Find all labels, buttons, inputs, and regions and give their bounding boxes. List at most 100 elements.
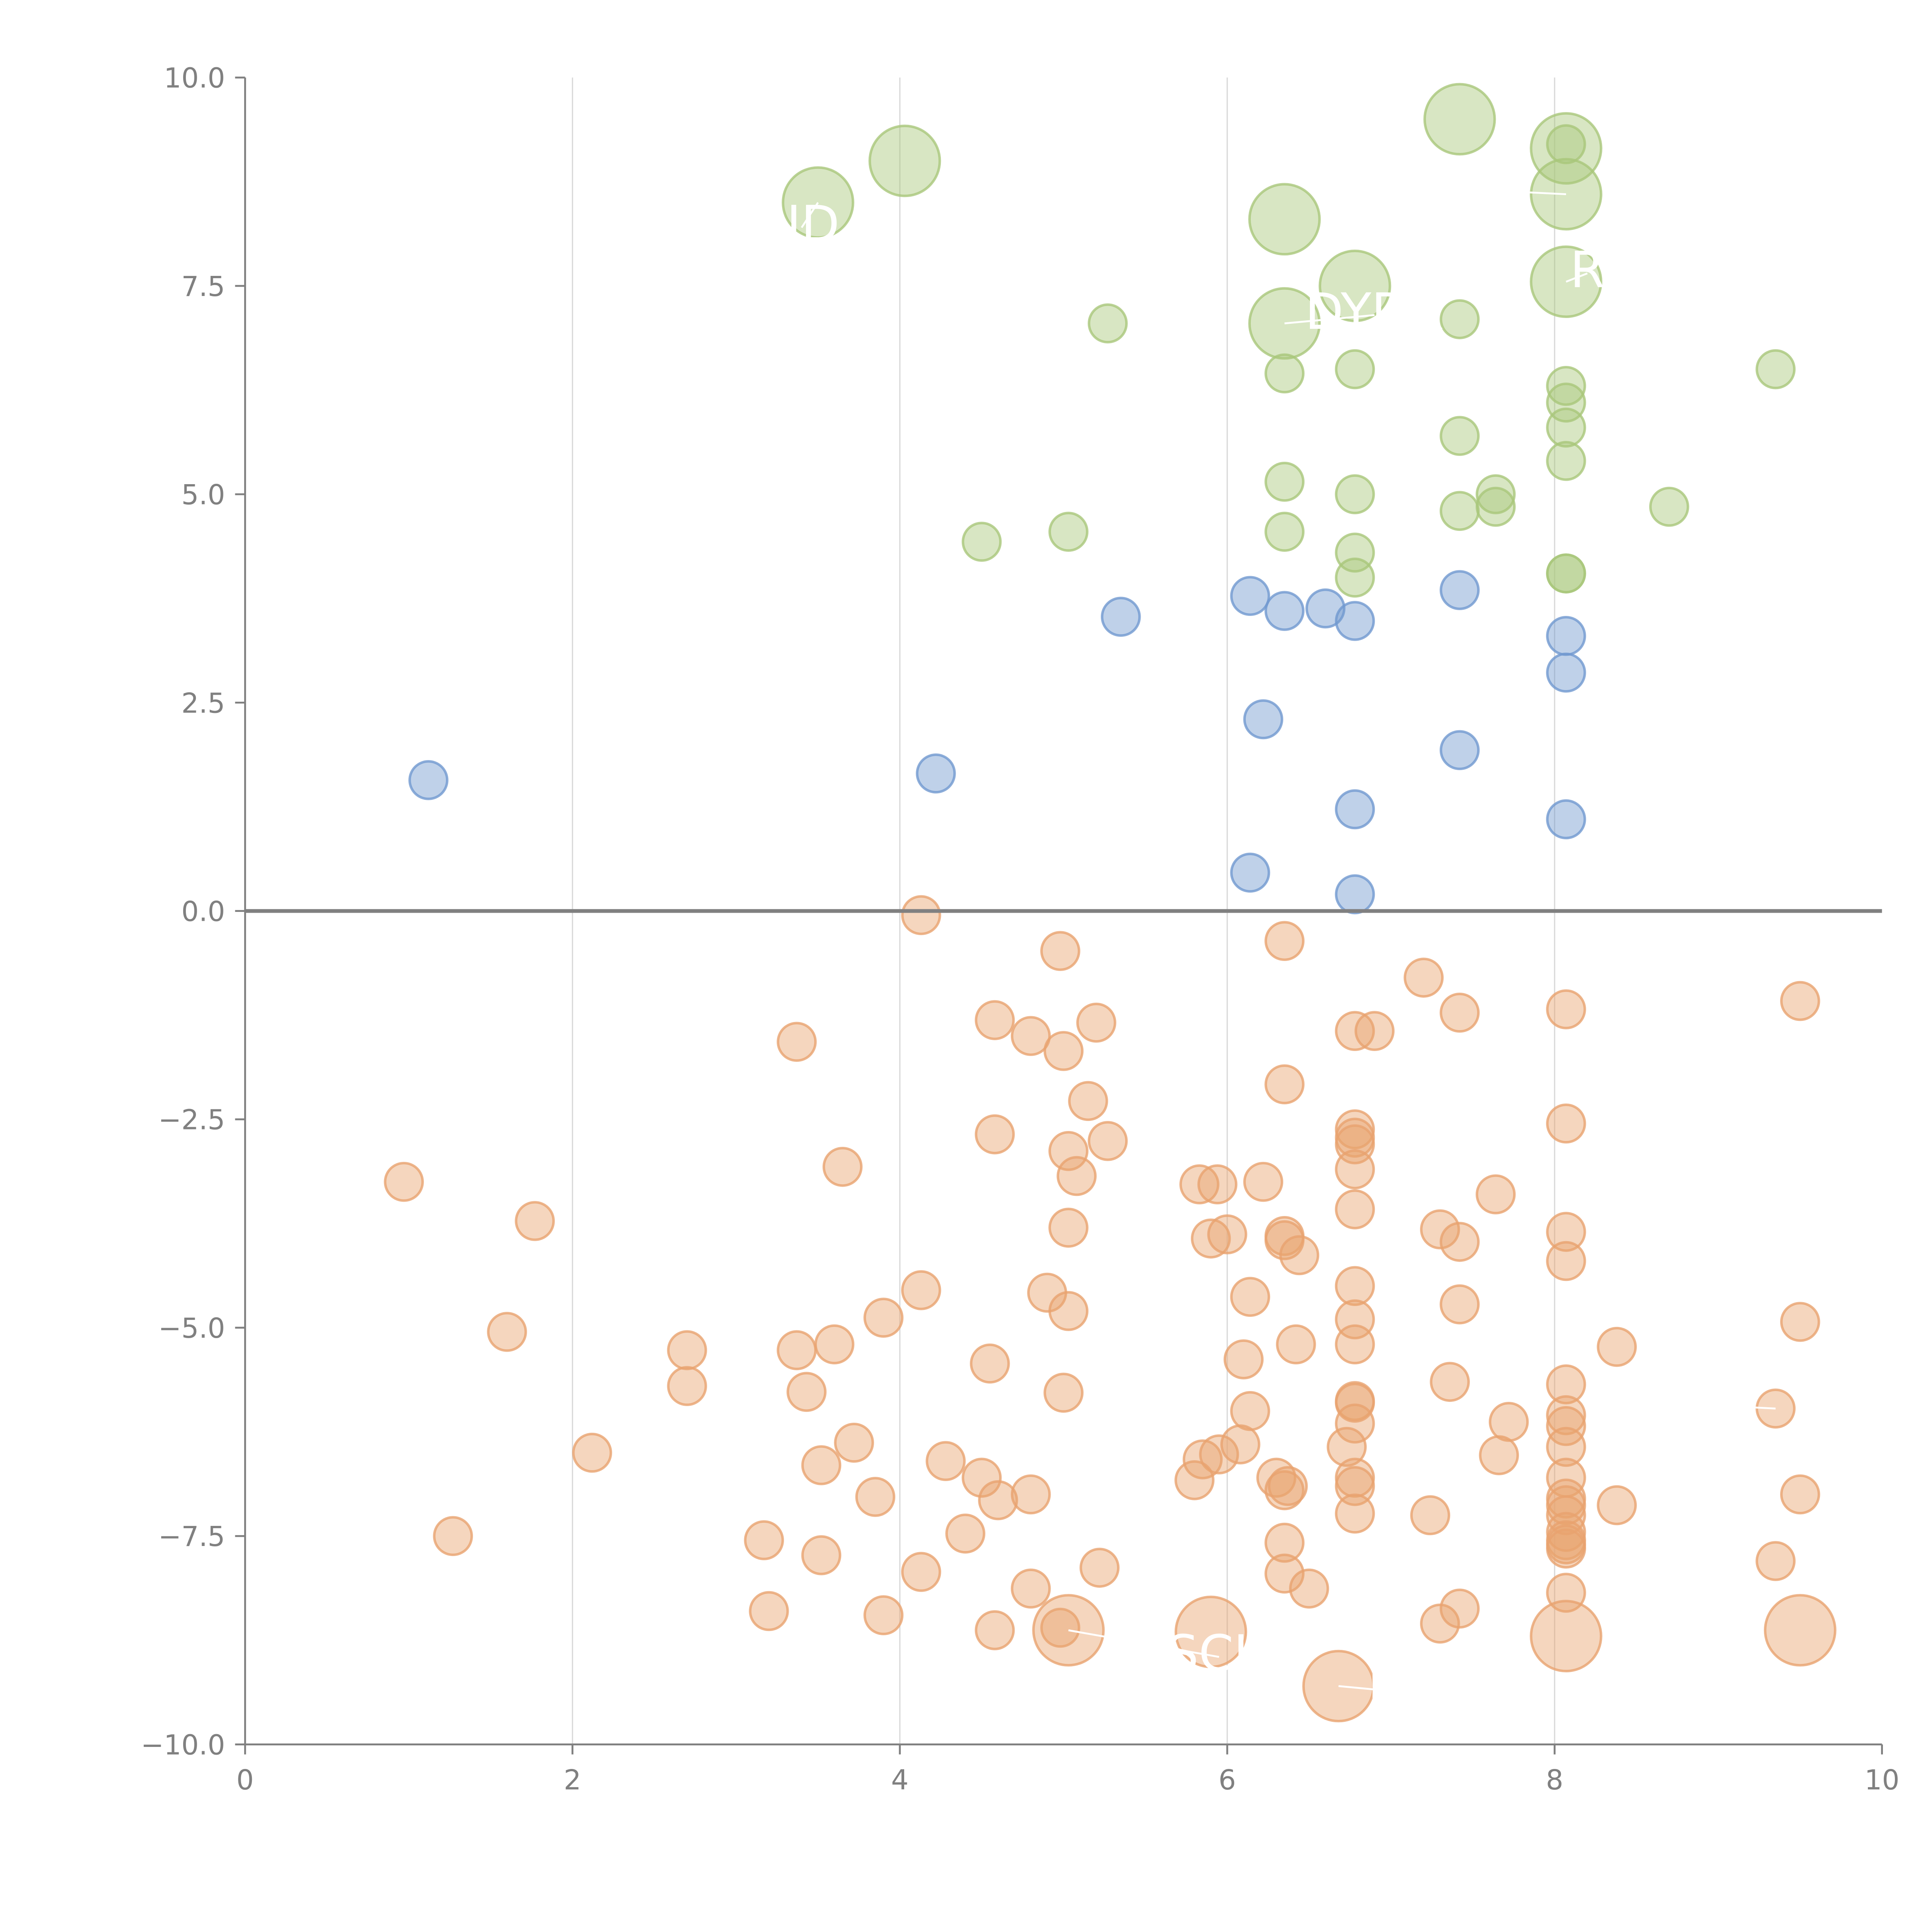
- label-leader-line: [801, 202, 819, 228]
- data-points: [384, 83, 1837, 1723]
- point-label: SCH: [1167, 1624, 1271, 1683]
- data-point-orange: [1335, 1383, 1375, 1423]
- data-point-orange: [1546, 1241, 1586, 1281]
- data-point-green: [1264, 512, 1305, 552]
- data-point-orange: [1420, 1209, 1460, 1250]
- data-point-orange: [786, 1372, 827, 1412]
- data-point-orange: [1546, 1427, 1586, 1467]
- data-point-green: [1423, 83, 1496, 156]
- data-point-orange: [1335, 1266, 1375, 1306]
- data-point-green: [1248, 183, 1321, 256]
- data-point-green: [1335, 349, 1375, 389]
- data-point-orange: [1190, 1218, 1231, 1259]
- data-point-orange: [1546, 989, 1586, 1029]
- data-point-orange: [1335, 1466, 1375, 1506]
- data-point-orange: [1439, 1588, 1480, 1629]
- data-point-orange: [1276, 1324, 1316, 1365]
- data-point-blue: [1439, 730, 1480, 770]
- data-point-orange: [1479, 1435, 1519, 1475]
- data-point-orange: [1354, 1011, 1395, 1051]
- data-point-orange: [855, 1477, 896, 1517]
- data-point-green: [1546, 407, 1586, 448]
- x-tick-label: 6: [1218, 1764, 1236, 1796]
- data-point-orange: [433, 1516, 473, 1556]
- data-point-orange: [801, 1535, 842, 1575]
- point-label: E: [1727, 1374, 1759, 1433]
- data-point-orange: [1546, 1212, 1586, 1252]
- data-point-orange: [1243, 1162, 1284, 1202]
- label-leader-line: [1566, 272, 1588, 283]
- label-leader-line: [1284, 314, 1375, 325]
- data-point-orange: [1010, 1474, 1051, 1515]
- data-point-orange: [1289, 1568, 1329, 1609]
- data-point-orange: [1230, 1277, 1270, 1317]
- axes: [244, 77, 1882, 1745]
- data-point-orange: [1403, 957, 1444, 998]
- data-point-orange: [1546, 1103, 1586, 1144]
- data-point-orange: [1230, 1391, 1270, 1431]
- data-point-orange: [1068, 1081, 1108, 1121]
- y-tick-label: −5.0: [158, 1312, 225, 1344]
- data-point-orange: [1048, 1291, 1088, 1331]
- data-point-orange: [487, 1312, 527, 1352]
- data-point-orange: [744, 1520, 784, 1560]
- data-point-orange: [1597, 1485, 1637, 1526]
- data-point-orange: [1439, 1284, 1480, 1325]
- data-point-orange: [1264, 1522, 1305, 1563]
- data-point-orange: [975, 1610, 1015, 1650]
- y-tick-label: −10.0: [141, 1729, 225, 1761]
- data-point-orange: [1268, 1466, 1308, 1506]
- data-point-orange: [1040, 931, 1080, 971]
- data-point-orange: [1530, 1600, 1602, 1673]
- data-point-orange: [1182, 1439, 1223, 1480]
- y-tick-label: 2.5: [181, 687, 225, 719]
- data-point-green: [1546, 441, 1586, 481]
- data-point-orange: [1335, 1109, 1375, 1150]
- data-point-orange: [814, 1324, 855, 1365]
- data-point-orange: [975, 1114, 1015, 1155]
- data-point-orange: [1780, 1302, 1820, 1342]
- data-point-orange: [1076, 1002, 1116, 1043]
- x-tick-label: 4: [891, 1764, 908, 1796]
- data-point-orange: [1040, 1607, 1080, 1648]
- data-point-orange: [1207, 1214, 1247, 1255]
- data-point-orange: [1043, 1031, 1084, 1071]
- data-point-green: [961, 522, 1002, 562]
- data-point-orange: [1174, 1460, 1215, 1500]
- data-point-orange: [1597, 1327, 1637, 1367]
- point-labels: ND DYDX R T E SCH P: [764, 157, 1776, 1716]
- data-point-orange: [901, 895, 941, 935]
- data-point-green: [1088, 303, 1128, 344]
- data-point-orange: [1439, 992, 1480, 1033]
- data-point-green: [1048, 512, 1088, 552]
- point-label: ND: [764, 195, 840, 253]
- data-point-orange: [1488, 1402, 1529, 1442]
- label-leader-line: [1481, 189, 1566, 196]
- data-point-green: [1530, 112, 1602, 185]
- data-point-orange: [1048, 1131, 1088, 1171]
- data-point-orange: [801, 1445, 842, 1485]
- data-point-green: [1755, 349, 1796, 389]
- data-point-orange: [1439, 1222, 1480, 1262]
- data-point-orange: [1335, 1324, 1375, 1365]
- data-point-orange: [777, 1330, 817, 1371]
- data-point-orange: [1199, 1434, 1239, 1475]
- x-tick-label: 8: [1546, 1764, 1563, 1796]
- data-point-orange: [975, 1000, 1015, 1040]
- y-tick-label: −7.5: [158, 1520, 225, 1553]
- data-point-orange: [1264, 921, 1305, 961]
- x-tick-label: 0: [236, 1764, 254, 1796]
- data-point-green: [1335, 474, 1375, 514]
- label-leader-line: [1338, 1685, 1383, 1691]
- data-point-orange: [901, 1270, 941, 1310]
- data-point-orange: [970, 1344, 1010, 1384]
- data-point-green: [1649, 486, 1689, 527]
- data-point-green: [1546, 124, 1586, 164]
- data-point-orange: [1335, 1149, 1375, 1190]
- data-point-orange: [863, 1595, 904, 1636]
- data-point-green: [868, 124, 941, 197]
- data-point-orange: [1010, 1568, 1051, 1609]
- data-point-orange: [667, 1330, 707, 1371]
- data-point-orange: [1056, 1156, 1097, 1196]
- data-point-orange: [572, 1432, 612, 1473]
